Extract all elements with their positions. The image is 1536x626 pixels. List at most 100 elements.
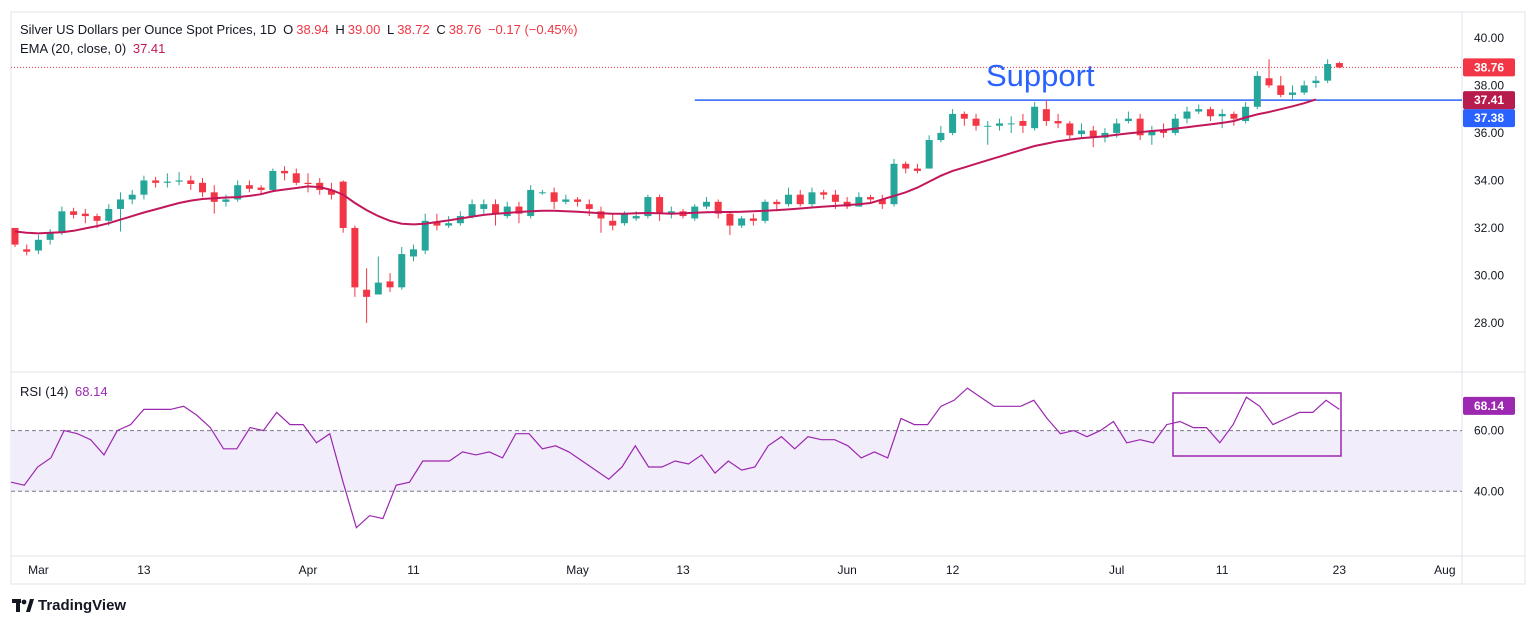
- candle-body: [1124, 118, 1132, 122]
- low-label: L: [386, 22, 395, 37]
- candle-body: [562, 199, 570, 202]
- candle-body: [995, 123, 1003, 126]
- candle-body: [1042, 109, 1050, 122]
- low-value: 38.72: [397, 22, 430, 37]
- candle-body: [175, 180, 183, 182]
- time-axis-tick-label: 11: [407, 563, 420, 577]
- candle-body: [515, 206, 523, 214]
- time-axis-tick-label: Mar: [28, 563, 49, 577]
- change-value: −0.17 (−0.45%): [487, 22, 578, 37]
- last-price-tag: 38.76: [1474, 60, 1504, 74]
- candle-body: [46, 232, 54, 240]
- price-axis-tick-label: 40.00: [1474, 31, 1504, 45]
- candle-body: [23, 249, 31, 252]
- candle-body: [1195, 109, 1203, 112]
- candle-body: [304, 182, 312, 184]
- candle-body: [1089, 130, 1097, 138]
- candle-body: [351, 227, 359, 288]
- candle-body: [949, 113, 957, 133]
- time-axis-tick-label: 23: [1333, 563, 1347, 577]
- ema-legend-row: EMA (20, close, 0) 37.41: [20, 41, 168, 56]
- price-pane: Support: [11, 58, 1462, 323]
- candle-body: [292, 173, 300, 183]
- time-axis-tick-label: 11: [1216, 563, 1229, 577]
- candle-body: [855, 197, 863, 207]
- candle-body: [245, 185, 253, 189]
- candle-body: [257, 187, 265, 190]
- candle-body: [1300, 85, 1308, 93]
- candle-body: [714, 201, 722, 214]
- time-axis-tick-label: Aug: [1434, 563, 1455, 577]
- time-axis-tick-label: 13: [137, 563, 151, 577]
- candle-body: [386, 281, 394, 288]
- candle-body: [1253, 75, 1261, 107]
- candle-body: [1066, 123, 1074, 136]
- candle-body: [585, 204, 593, 209]
- candle-body: [738, 218, 746, 226]
- candle-body: [1277, 85, 1285, 95]
- ema-price-tag-bg: [1463, 91, 1515, 110]
- price-axis-tick-label: 32.00: [1474, 221, 1504, 235]
- chart-legend-row: Silver US Dollars per Ounce Spot Prices,…: [20, 22, 581, 37]
- last-price-tag-bg: [1463, 58, 1515, 77]
- candle-body: [281, 170, 289, 174]
- candle-body: [749, 218, 757, 221]
- price-axis-tick-label: 34.00: [1474, 173, 1504, 187]
- candle-body: [398, 254, 406, 288]
- candle-body: [456, 216, 464, 224]
- candle-body: [269, 170, 277, 190]
- candle-body: [1312, 80, 1320, 84]
- candle-body: [1242, 106, 1250, 122]
- candle-body: [925, 140, 933, 169]
- candle-body: [140, 180, 148, 195]
- time-axis-tick-label: 13: [676, 563, 690, 577]
- ema-legend-value: 37.41: [132, 41, 166, 56]
- chart-border: [10, 11, 1526, 585]
- candle-body: [620, 213, 628, 224]
- candle-body: [1265, 78, 1273, 86]
- open-value: 38.94: [296, 22, 329, 37]
- price-tags: 38.76 37.38 37.41 68.14: [1463, 58, 1515, 415]
- rsi-legend-label[interactable]: RSI (14): [20, 384, 69, 399]
- rsi-value-tag-bg: [1463, 396, 1515, 415]
- candle-body: [1288, 92, 1296, 95]
- candle-body: [374, 282, 382, 295]
- candle-body: [667, 211, 675, 214]
- candle-body: [644, 197, 652, 217]
- candle-body: [339, 181, 347, 228]
- support-price-tag-bg: [1463, 109, 1515, 128]
- candle-body: [656, 197, 664, 214]
- candle-body: [726, 213, 734, 226]
- candle-body: [1136, 118, 1144, 136]
- rsi-axis-tick-label: 40.00: [1474, 484, 1504, 498]
- candle-body: [152, 180, 160, 183]
- ema-price-tag: 37.41: [1474, 93, 1504, 107]
- candle-body: [1230, 113, 1238, 119]
- candle-body: [890, 163, 898, 205]
- candle-body: [234, 185, 242, 200]
- candle-body: [93, 216, 101, 221]
- candle-body: [913, 168, 921, 171]
- candle-body: [1078, 130, 1086, 135]
- rsi-pane: [10, 387, 1462, 529]
- support-price-tag: 37.38: [1474, 111, 1504, 125]
- price-axis-tick-label: 38.00: [1474, 78, 1504, 92]
- candle-body: [1324, 64, 1332, 81]
- candle-body: [1218, 113, 1226, 117]
- candle-body: [632, 216, 640, 219]
- candle-body: [527, 189, 535, 217]
- candle-body: [867, 197, 875, 200]
- support-annotation: Support: [986, 58, 1095, 93]
- rsi-value-tag: 68.14: [1474, 399, 1504, 413]
- brand[interactable]: TradingView: [12, 597, 126, 614]
- ema-legend-label[interactable]: EMA (20, close, 0): [20, 41, 127, 56]
- price-axis-tick-label: 30.00: [1474, 268, 1504, 282]
- symbol-title[interactable]: Silver US Dollars per Ounce Spot Prices,…: [20, 22, 277, 37]
- candle-body: [81, 213, 89, 217]
- rsi-legend-row: RSI (14) 68.14: [20, 384, 111, 399]
- candle-body: [796, 194, 804, 205]
- candle-body: [1183, 111, 1191, 119]
- candle-body: [820, 192, 828, 195]
